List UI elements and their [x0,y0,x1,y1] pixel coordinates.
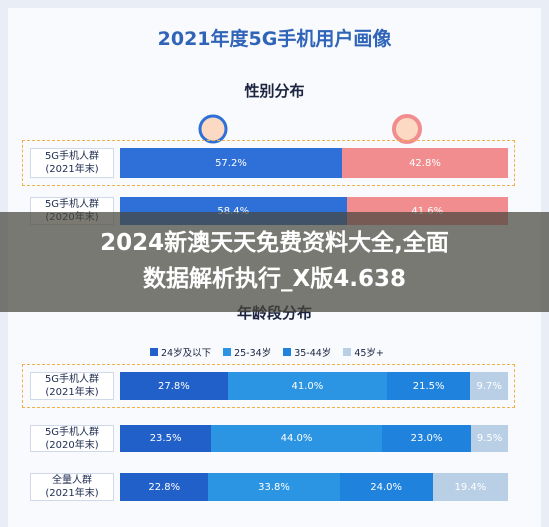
bar-segment: 44.0% [211,425,382,452]
bar-segment: 23.0% [381,425,472,452]
legend-swatch [343,348,352,356]
legend-item: 24岁及以下 [150,345,211,359]
value-label: 58.4% [217,205,250,217]
banner-line: 数据解析执行_X版4.638 [143,266,406,292]
male-icon [198,114,228,144]
banner-text: 2024新澳天天免费资料大全,全面 数据解析执行_X版4.638 [0,212,549,297]
legend-swatch [283,348,292,356]
value-label: 33.8% [258,481,290,493]
value-label: 21.5% [412,380,445,392]
legend-item: 35-44岁 [283,345,331,359]
legend-item: 45岁+ [343,345,384,359]
category-label: 5G手机人群 (2020年末) [30,425,114,452]
banner-line: 2024新澳天天免费资料大全,全面 [100,230,449,256]
value-label: 23.5% [149,433,182,444]
section-title: 性别分布 [244,82,305,100]
legend: 24岁及以下 25-34岁 35-44岁 45岁+ [150,345,410,359]
value-label: 9.5% [476,433,503,444]
bar-segment: 24.0% [339,473,433,501]
legend-swatch [150,348,158,356]
bar-segment: 42.8% [341,148,508,178]
legend-label: 45岁+ [354,348,384,359]
category-label: 5G手机人群 (2021年末) [30,372,114,400]
value-label: 57.2% [215,157,247,169]
bar-segment: 23.5% [120,425,212,452]
value-label: 42.8% [409,157,441,169]
bar-segment: 22.8% [120,473,209,501]
title: 2021年度5G手机用户画像 [157,28,392,50]
highlight-box [22,140,515,186]
value-label: 24.0% [370,481,403,493]
value-label: 22.8% [148,481,181,493]
bar-segment: 21.5% [386,372,471,400]
bar-segment: 9.5% [471,425,508,452]
legend-item: 25-34岁 [223,345,271,359]
banner: 2024新澳天天免费资料大全,全面 数据解析执行_X版4.638 [0,212,549,312]
value-label: 19.4% [454,481,487,493]
value-label: 44.0% [280,433,313,444]
value-label: 41.6% [411,205,444,217]
bar-segment: 33.8% [208,473,340,501]
value-label: 41.0% [291,380,324,392]
category-label: 全量人群 (2021年末) [30,473,114,501]
legend-swatch [223,348,232,356]
legend-label: 24岁及以下 [161,348,212,359]
bar-segment: 27.8% [120,372,228,400]
value-label: 23.0% [410,433,443,444]
bar-segment: 41.0% [227,372,387,400]
category-label: 5G手机人群 (2021年末) [30,148,114,178]
value-label: 9.7% [476,380,502,392]
bar-segment: 19.4% [432,473,508,501]
highlight-box [22,364,515,408]
legend-label: 35-44岁 [294,348,332,359]
female-icon [392,114,422,144]
bar-segment: 57.2% [120,148,342,178]
value-label: 27.8% [158,380,190,392]
gender-icons [198,114,422,144]
legend-label: 25-34岁 [234,348,272,359]
bar-segment: 9.7% [470,372,508,400]
